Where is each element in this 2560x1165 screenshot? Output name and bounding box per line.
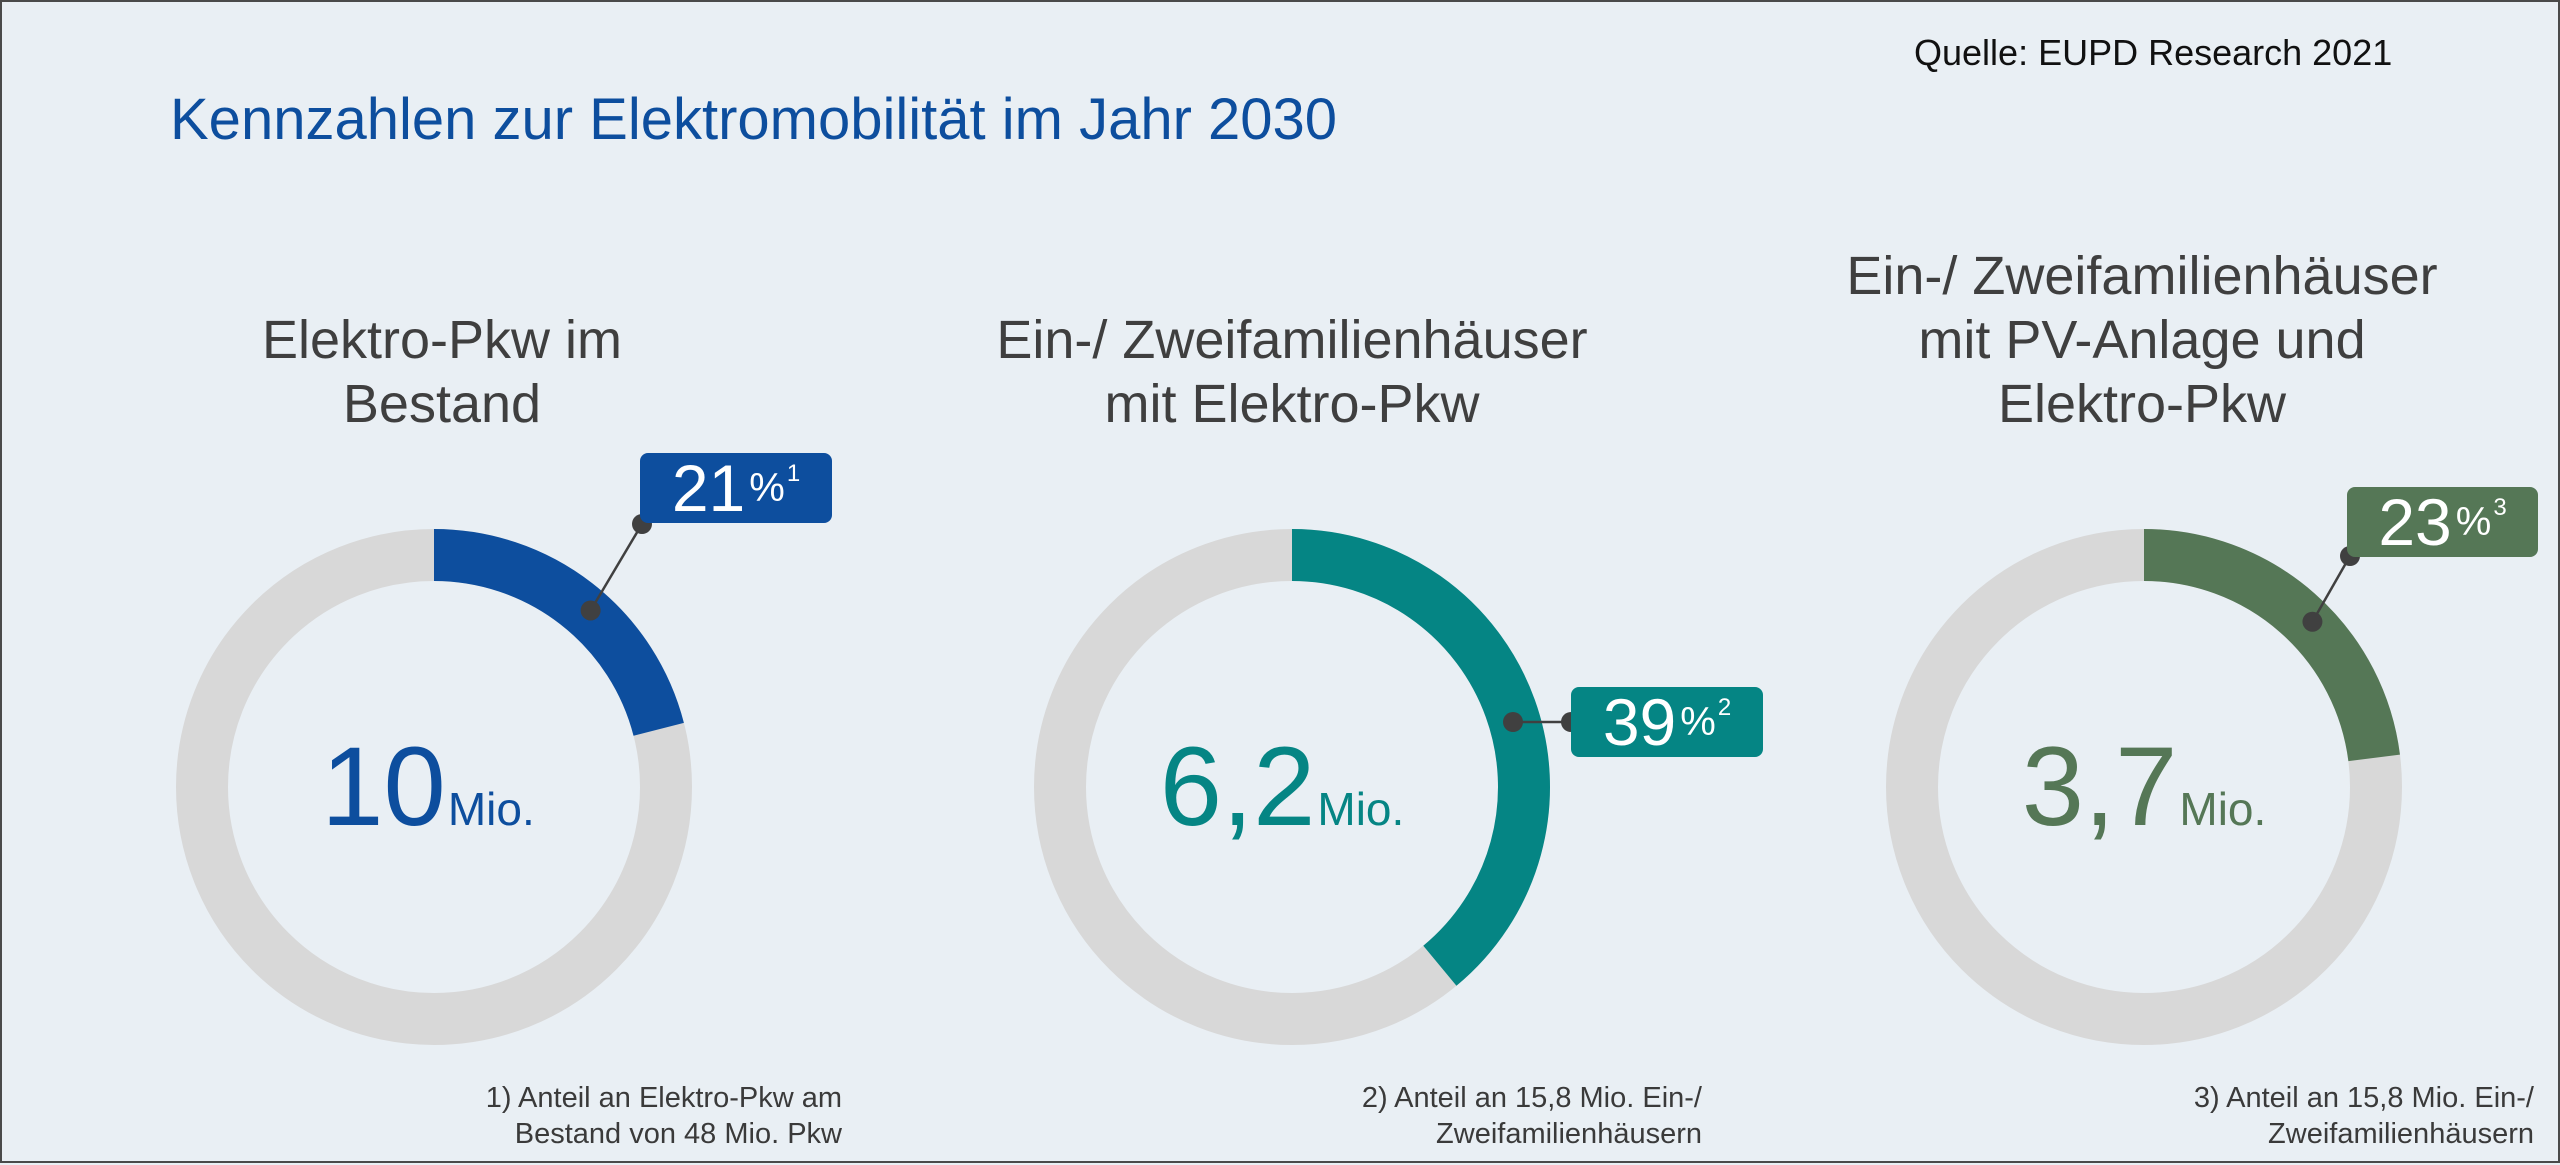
chart-1-percent-badge: 21% 1 bbox=[640, 453, 832, 523]
donut-value-arc bbox=[433, 529, 684, 737]
percent-value: 39 bbox=[1602, 685, 1677, 759]
page-title: Kennzahlen zur Elektromobilität im Jahr … bbox=[170, 87, 1338, 152]
percent-sign: % bbox=[1680, 699, 1716, 744]
footnote-ref: 3 bbox=[2493, 494, 2507, 521]
center-unit: Mio. bbox=[447, 783, 535, 835]
center-unit: Mio. bbox=[1317, 783, 1405, 835]
connector-dot bbox=[580, 600, 601, 621]
footnote-line: Zweifamilienhäusern bbox=[2268, 1118, 2534, 1150]
chart-3-percent-badge: 23% 3 bbox=[2347, 487, 2538, 557]
chart-2-center-value: 6,2 Mio. bbox=[1160, 731, 1405, 843]
center-number: 6,2 bbox=[1159, 724, 1316, 849]
donut-value-arc bbox=[2143, 529, 2400, 762]
donut-value-arc bbox=[1291, 529, 1550, 986]
footnote-line: 1) Anteil an Elektro-Pkw am bbox=[485, 1082, 842, 1114]
footnote-ref: 1 bbox=[786, 460, 801, 487]
percent-sign: % bbox=[2455, 499, 2492, 544]
chart-3-footnote: 3) Anteil an 15,8 Mio. Ein-/ Zweifamilie… bbox=[2194, 1080, 2534, 1152]
chart-1-heading-line: Elektro-Pkw im bbox=[261, 310, 623, 370]
chart-2-footnote: 2) Anteil an 15,8 Mio. Ein-/ Zweifamilie… bbox=[1362, 1080, 1702, 1152]
percent-sign: % bbox=[749, 465, 785, 510]
source-note: Quelle: EUPD Research 2021 bbox=[1914, 32, 2393, 73]
chart-1-center-value: 10 Mio. bbox=[321, 731, 534, 843]
footnote-line: 2) Anteil an 15,8 Mio. Ein-/ bbox=[1361, 1082, 1702, 1114]
chart-3-heading-line: Elektro-Pkw bbox=[1997, 374, 2287, 434]
center-number: 3,7 bbox=[2021, 724, 2178, 849]
footnote-ref: 2 bbox=[1717, 694, 1732, 721]
chart-1-footnote: 1) Anteil an Elektro-Pkw am Bestand von … bbox=[486, 1080, 842, 1152]
center-number: 10 bbox=[321, 724, 446, 849]
footnote-line: 3) Anteil an 15,8 Mio. Ein-/ bbox=[2193, 1082, 2534, 1114]
connector-line bbox=[2311, 555, 2352, 623]
chart-2-heading: Ein-/ Zweifamilienhäuser mit Elektro-Pkw bbox=[996, 308, 1587, 436]
chart-2-heading-line: Ein-/ Zweifamilienhäuser bbox=[996, 310, 1588, 370]
chart-2-percent-badge: 39% 2 bbox=[1571, 687, 1763, 757]
connector-line bbox=[589, 523, 644, 612]
footnote-line: Bestand von 48 Mio. Pkw bbox=[514, 1118, 842, 1150]
chart-2-heading-line: mit Elektro-Pkw bbox=[1104, 374, 1480, 434]
connector-dot bbox=[1503, 712, 1523, 732]
chart-1-heading-line: Bestand bbox=[342, 374, 542, 434]
footnote-line: Zweifamilienhäusern bbox=[1436, 1118, 1702, 1150]
chart-3-heading-line: mit PV-Anlage und bbox=[1918, 310, 2366, 370]
percent-value: 21 bbox=[671, 451, 746, 525]
chart-3-heading-line: Ein-/ Zweifamilienhäuser bbox=[1846, 246, 2438, 306]
chart-1-heading: Elektro-Pkw im Bestand bbox=[262, 308, 622, 436]
connector-dot bbox=[2302, 611, 2323, 632]
center-unit: Mio. bbox=[2179, 783, 2267, 835]
percent-value: 23 bbox=[2378, 485, 2452, 559]
chart-3-center-value: 3,7 Mio. bbox=[2022, 731, 2267, 843]
chart-3-heading: Ein-/ Zweifamilienhäuser mit PV-Anlage u… bbox=[1846, 244, 2437, 436]
